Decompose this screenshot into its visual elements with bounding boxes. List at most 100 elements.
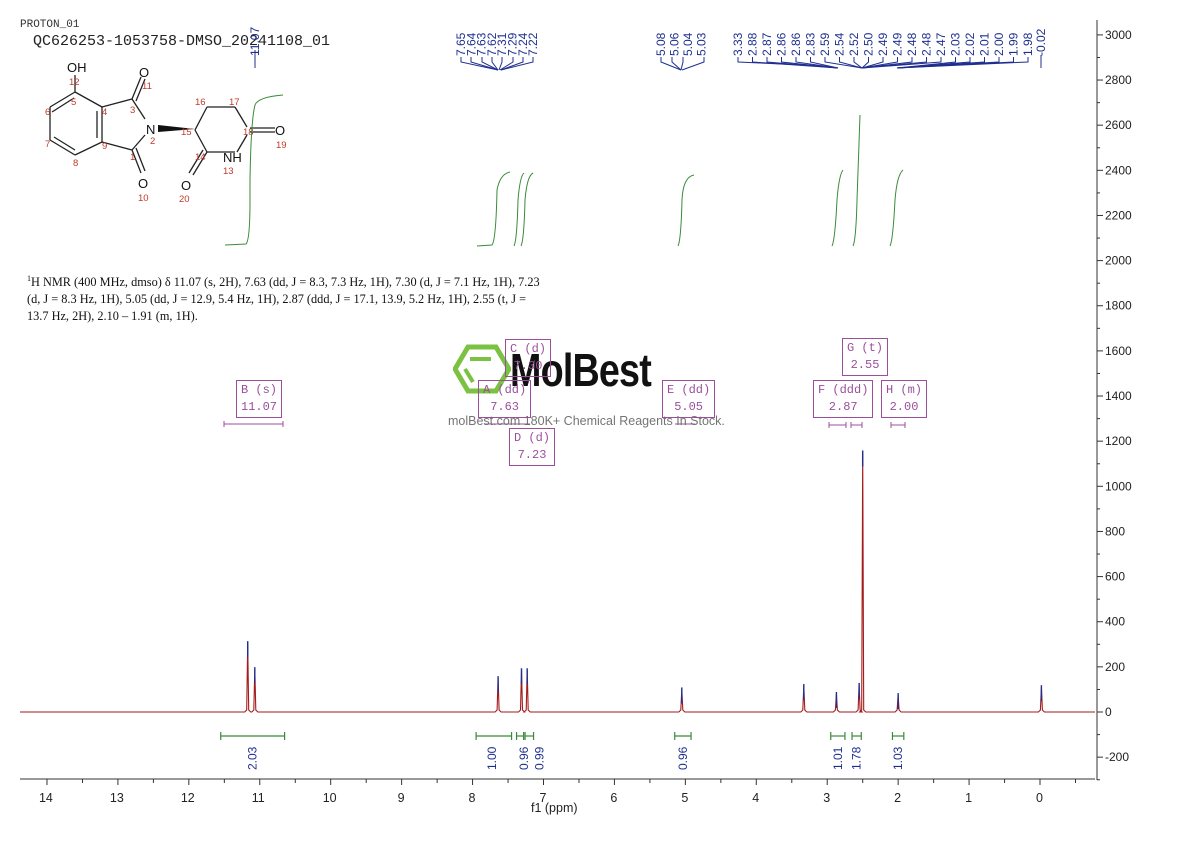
x-tick-label: 7	[539, 791, 546, 805]
svg-text:O: O	[139, 65, 149, 80]
y-tick-label: 2200	[1105, 208, 1132, 222]
nmr-description: 1H NMR (400 MHz, dmso) δ 11.07 (s, 2H), …	[27, 270, 617, 325]
experiment-name: PROTON_01	[20, 19, 80, 31]
x-axis	[20, 778, 1095, 785]
superscript: 1	[27, 274, 31, 283]
svg-text:18: 18	[243, 127, 254, 138]
svg-text:5.04: 5.04	[681, 32, 695, 56]
svg-text:1.99: 1.99	[1007, 32, 1021, 56]
svg-text:O: O	[181, 178, 191, 193]
y-tick-label: -200	[1105, 750, 1129, 764]
nmr-line-1: H NMR (400 MHz, dmso) δ 11.07 (s, 2H), 7…	[31, 275, 540, 290]
integral-value: 0.99	[532, 746, 546, 770]
y-tick-label: 200	[1105, 660, 1125, 674]
svg-text:2.86: 2.86	[775, 32, 789, 56]
svg-text:2.88: 2.88	[746, 32, 760, 56]
svg-text:2.83: 2.83	[804, 32, 818, 56]
x-tick-label: 1	[965, 791, 972, 805]
multiplet-box-c: C (d) 7.30	[505, 339, 552, 377]
x-tick-label: 8	[469, 791, 476, 805]
multiplet-box-e: E (dd) 5.05	[662, 380, 716, 418]
svg-text:8: 8	[73, 158, 78, 169]
x-axis-label: f1 (ppm)	[531, 801, 578, 815]
svg-text:1.98: 1.98	[1021, 32, 1035, 56]
multiplet-box-h: H (m) 2.00	[881, 380, 928, 418]
y-tick-label: 1200	[1105, 434, 1132, 448]
y-axis	[1096, 20, 1103, 781]
integral-value: 2.03	[246, 746, 260, 770]
x-tick-label: 10	[323, 791, 337, 805]
oh-label: OH	[67, 60, 87, 75]
x-tick-label: 13	[110, 791, 124, 805]
svg-text:3.33: 3.33	[731, 32, 745, 56]
svg-text:11: 11	[142, 81, 152, 92]
svg-text:7.31: 7.31	[495, 32, 509, 56]
svg-text:7.29: 7.29	[506, 32, 520, 56]
x-tick-label: 11	[252, 791, 265, 805]
svg-text:7.22: 7.22	[526, 32, 540, 56]
svg-text:2: 2	[150, 136, 155, 147]
integral-value: 1.01	[831, 746, 845, 770]
svg-text:NH: NH	[223, 150, 242, 165]
svg-text:4: 4	[102, 107, 107, 118]
svg-text:7: 7	[45, 139, 50, 150]
svg-text:2.49: 2.49	[876, 32, 890, 56]
svg-text:2.01: 2.01	[978, 32, 992, 56]
svg-text:16: 16	[195, 97, 206, 108]
y-tick-label: 1800	[1105, 299, 1132, 313]
svg-text:3: 3	[130, 105, 135, 116]
svg-text:2.03: 2.03	[949, 32, 963, 56]
y-tick-label: 2600	[1105, 118, 1132, 132]
x-tick-label: 9	[398, 791, 405, 805]
svg-text:2.59: 2.59	[818, 32, 832, 56]
y-tick-label: 3000	[1105, 28, 1132, 42]
y-tick-label: 800	[1105, 524, 1125, 538]
svg-text:2.86: 2.86	[789, 32, 803, 56]
svg-text:14: 14	[195, 152, 206, 163]
svg-text:2.47: 2.47	[934, 32, 948, 56]
spectrum-trace	[20, 452, 1095, 713]
x-tick-label: 5	[681, 791, 688, 805]
integral-value: 0.96	[676, 746, 690, 770]
multiplet-box-d: D (d) 7.23	[509, 428, 556, 466]
nmr-line-3: 13.7 Hz, 2H), 2.10 – 1.91 (m, 1H).	[27, 309, 198, 324]
svg-text:20: 20	[179, 194, 190, 205]
integral-value: 1.03	[891, 746, 905, 770]
svg-text:7.64: 7.64	[464, 32, 478, 56]
svg-text:13: 13	[223, 166, 234, 177]
multiplet-box-f: F (ddd) 2.87	[813, 380, 874, 418]
svg-text:2.00: 2.00	[992, 32, 1006, 56]
integral-curves	[224, 94, 904, 247]
svg-text:2.50: 2.50	[862, 32, 876, 56]
y-tick-label: 600	[1105, 570, 1125, 584]
svg-text:N: N	[146, 122, 155, 137]
x-tick-label: 6	[610, 791, 617, 805]
svg-text:15: 15	[181, 127, 192, 138]
svg-text:5.08: 5.08	[654, 32, 668, 56]
svg-text:2.02: 2.02	[963, 32, 977, 56]
y-tick-label: 0	[1105, 705, 1112, 719]
y-tick-label: 2800	[1105, 73, 1132, 87]
svg-text:7.62: 7.62	[485, 32, 499, 56]
svg-text:7.24: 7.24	[516, 32, 530, 56]
molbest-logo-icon	[453, 344, 511, 394]
svg-text:2.48: 2.48	[905, 32, 919, 56]
svg-text:5: 5	[71, 97, 76, 108]
svg-text:O: O	[138, 176, 148, 191]
svg-text:2.54: 2.54	[833, 32, 847, 56]
svg-text:2.87: 2.87	[760, 32, 774, 56]
svg-text:1: 1	[130, 152, 135, 163]
x-tick-label: 0	[1036, 791, 1043, 805]
y-tick-label: 1400	[1105, 389, 1132, 403]
svg-text:19: 19	[276, 140, 287, 151]
svg-text:11.07: 11.07	[248, 27, 262, 56]
x-tick-label: 14	[39, 791, 53, 805]
svg-text:5.06: 5.06	[668, 32, 682, 56]
nmr-line-2: (d, J = 8.3 Hz, 1H), 5.05 (dd, J = 12.9,…	[27, 292, 527, 307]
svg-text:10: 10	[138, 193, 149, 204]
sample-title: QC626253-1053758-DMSO_20241108_01	[33, 33, 331, 50]
x-tick-label: 3	[823, 791, 830, 805]
svg-text:7.65: 7.65	[454, 32, 468, 56]
